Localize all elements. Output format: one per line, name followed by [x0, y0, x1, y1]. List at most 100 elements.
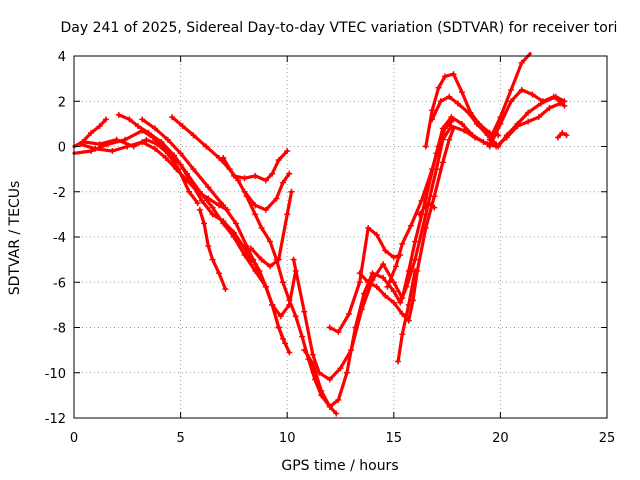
data-point	[77, 141, 84, 148]
data-point	[508, 98, 515, 105]
data-point	[190, 166, 197, 173]
data-point	[503, 132, 510, 139]
data-point	[301, 308, 308, 315]
data-point	[446, 93, 453, 100]
data-point	[514, 120, 521, 127]
data-point	[115, 111, 122, 118]
data-point	[262, 206, 269, 213]
data-point	[88, 129, 95, 136]
y-axis-label: SDTVAR / TECUs	[7, 181, 23, 296]
series-trace	[249, 190, 294, 268]
data-point	[497, 114, 504, 121]
data-point	[535, 114, 542, 121]
data-point	[508, 86, 515, 93]
data-point	[450, 71, 457, 78]
data-point	[326, 324, 333, 331]
data-point	[418, 197, 425, 204]
data-point	[412, 267, 419, 274]
data-point	[380, 261, 387, 268]
data-point	[134, 123, 141, 130]
data-point	[422, 211, 429, 218]
data-point	[337, 365, 344, 372]
series-trace	[488, 52, 532, 142]
data-point	[269, 301, 276, 308]
data-point	[220, 154, 227, 161]
data-point	[267, 263, 274, 270]
x-tick-label: 15	[386, 431, 403, 446]
data-point	[284, 211, 291, 218]
data-point	[369, 270, 376, 277]
data-point	[262, 177, 269, 184]
data-point	[561, 102, 568, 109]
data-point	[196, 188, 203, 195]
data-point	[277, 313, 284, 320]
series-trace	[396, 269, 417, 363]
data-point	[435, 143, 442, 150]
data-point	[164, 136, 171, 143]
data-point	[407, 222, 414, 229]
chart-title: Day 241 of 2025, Sidereal Day-to-day VTE…	[61, 20, 618, 36]
data-point	[459, 120, 466, 127]
data-point	[286, 301, 293, 308]
data-point	[397, 299, 404, 306]
y-tick-label: -4	[53, 231, 66, 246]
data-point	[203, 143, 210, 150]
data-point	[109, 148, 116, 155]
data-traces	[72, 52, 570, 417]
series-trace	[117, 113, 285, 341]
x-tick-label: 5	[176, 431, 184, 446]
y-tick-label: -6	[53, 276, 66, 291]
data-point	[395, 358, 402, 365]
data-point	[424, 200, 431, 207]
data-point	[554, 134, 561, 141]
data-point	[352, 324, 359, 331]
data-point	[529, 91, 536, 98]
data-point	[250, 256, 257, 263]
data-point	[162, 154, 169, 161]
data-point	[92, 145, 99, 152]
data-point	[422, 224, 429, 231]
data-point	[343, 369, 350, 376]
data-point	[390, 254, 397, 261]
data-point	[373, 231, 380, 238]
data-point	[152, 145, 159, 152]
x-tick-label: 10	[279, 431, 296, 446]
data-point	[403, 283, 410, 290]
data-point	[241, 188, 248, 195]
data-point	[382, 292, 389, 299]
data-point	[471, 134, 478, 141]
data-point	[439, 159, 446, 166]
y-tick-label: -2	[53, 186, 66, 201]
grid-lines	[74, 56, 607, 418]
data-point	[365, 224, 372, 231]
data-point	[143, 136, 150, 143]
data-point	[275, 324, 282, 331]
data-point	[450, 125, 457, 132]
data-point	[422, 143, 429, 150]
data-point	[269, 170, 276, 177]
data-point	[390, 288, 397, 295]
data-point	[230, 172, 237, 179]
data-point	[279, 279, 286, 286]
data-point	[209, 211, 216, 218]
data-point	[486, 143, 493, 150]
data-point	[437, 98, 444, 105]
data-point	[301, 347, 308, 354]
data-point	[318, 387, 325, 394]
data-point	[563, 132, 570, 139]
data-point	[429, 166, 436, 173]
data-point	[286, 349, 293, 356]
data-point	[286, 170, 293, 177]
data-point	[546, 105, 553, 112]
data-point	[169, 114, 176, 121]
series-trace	[253, 262, 298, 318]
data-point	[559, 129, 566, 136]
data-point	[183, 170, 190, 177]
data-point	[399, 310, 406, 317]
data-point	[461, 127, 468, 134]
data-point	[431, 193, 438, 200]
data-point	[241, 175, 248, 182]
data-point	[215, 270, 222, 277]
data-point	[484, 132, 491, 139]
data-point	[139, 116, 146, 123]
